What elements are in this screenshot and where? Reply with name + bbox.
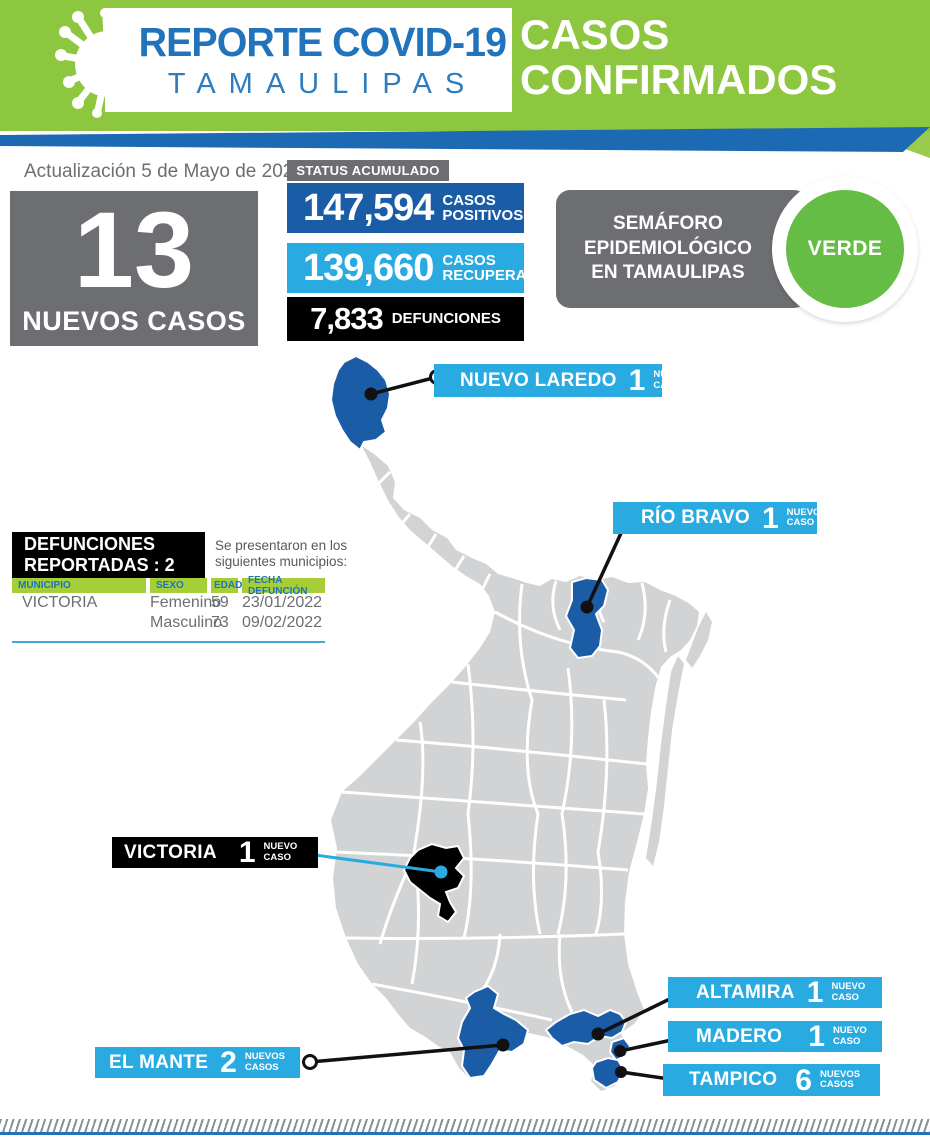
header-decor	[0, 127, 930, 158]
dot-nuevo-laredo	[364, 387, 378, 401]
coastal-strip	[686, 612, 712, 668]
death-row-age: 59	[211, 594, 229, 611]
dot-victoria	[434, 865, 448, 879]
label-rio-bravo: RÍO BRAVO 1 NUEVO CASO	[613, 502, 820, 534]
blue-diagonal-stripe	[0, 127, 930, 152]
label-altamira: ALTAMIRA 1 NUEVO CASO	[668, 977, 882, 1008]
municipality-tampico	[590, 1056, 626, 1090]
new-cases-value: 13	[73, 189, 195, 311]
semaforo-ring: VERDE	[772, 176, 918, 322]
semaforo-status: VERDE	[786, 190, 904, 308]
col-sexo: SEXO	[150, 578, 207, 593]
label-victoria: VICTORIA 1 NUEVO CASO	[112, 837, 318, 868]
page-title-line1: CASOS	[520, 11, 670, 58]
deaths-total-label: DEFUNCIONES	[391, 310, 501, 328]
label-el-mante: EL MANTE 2 NUEVOS CASOS	[95, 1047, 300, 1078]
dot-rio-bravo	[580, 600, 594, 614]
death-row-sex: Masculino	[150, 614, 223, 631]
report-title: REPORTE COVID-19	[138, 19, 507, 65]
death-municipality: VICTORIA	[22, 594, 98, 611]
deaths-divider	[12, 641, 325, 643]
dot-altamira	[591, 1027, 605, 1041]
bottom-blue-rule	[0, 1132, 930, 1135]
positive-cases-value: 147,594	[303, 186, 434, 229]
dot-tampico	[615, 1066, 627, 1078]
status-title-bar: STATUS ACUMULADO	[287, 160, 449, 181]
col-fecha: FECHA DEFUNCIÓN	[242, 575, 325, 597]
label-tampico: TAMPICO 6 NUEVOS CASOS	[663, 1064, 880, 1096]
state-silhouette	[331, 446, 699, 1091]
municipality-rio-bravo	[564, 576, 610, 660]
dot-el-mante	[496, 1038, 510, 1052]
ring-el-mante	[302, 1054, 318, 1070]
label-nuevo-laredo: NUEVO LAREDO 1 NUEVO CASO	[434, 364, 687, 397]
municipality-nuevo-laredo	[329, 354, 392, 452]
municipality-altamira	[544, 1008, 628, 1048]
recovered-cases-box: 139,660 CASOS RECUPERADOS	[287, 243, 559, 293]
recovered-cases-value: 139,660	[303, 246, 434, 289]
deaths-total-value: 7,833	[310, 301, 384, 336]
dot-madero	[614, 1045, 626, 1057]
reported-deaths-note: Se presentaron en los siguientes municip…	[215, 538, 348, 569]
col-edad: EDAD	[211, 578, 242, 593]
new-cases-box: 13 NUEVOS CASOS	[10, 191, 258, 346]
report-logo-box: REPORTE COVID-19 TAMAULIPAS	[105, 8, 512, 112]
page-title-line2: CONFIRMADOS	[520, 56, 838, 104]
municipal-borders	[334, 470, 672, 1022]
label-madero: MADERO 1 NUEVO CASO	[668, 1021, 882, 1052]
municipality-victoria	[402, 842, 466, 924]
recovered-cases-label: CASOS RECUPERADOS	[442, 251, 560, 284]
bottom-hatch-border	[0, 1119, 930, 1132]
page-title: CASOS CONFIRMADOS	[520, 12, 837, 103]
death-row-date: 23/01/2022	[242, 594, 323, 611]
update-date: Actualización 5 de Mayo de 2022	[24, 161, 304, 182]
semaforo-box: SEMÁFORO EPIDEMIOLÓGICO EN TAMAULIPAS	[556, 190, 808, 308]
death-row-date: 09/02/2022	[242, 614, 323, 631]
report-subtitle: TAMAULIPAS	[167, 68, 478, 100]
municipality-el-mante	[456, 984, 530, 1080]
death-row-age: 73	[211, 614, 229, 631]
positive-cases-box: 147,594 CASOS POSITIVOS	[287, 183, 524, 233]
col-municipio: MUNICIPIO	[12, 578, 146, 593]
deaths-total-box: 7,833 DEFUNCIONES	[287, 297, 524, 341]
reported-deaths-box: DEFUNCIONES REPORTADAS : 2	[12, 532, 205, 578]
new-cases-label: NUEVOS CASOS	[22, 305, 246, 336]
death-row-sex: Femenino	[150, 594, 222, 611]
positive-cases-label: CASOS POSITIVOS	[442, 191, 524, 224]
barrier-island	[646, 656, 684, 866]
virus-icon	[55, 8, 141, 118]
